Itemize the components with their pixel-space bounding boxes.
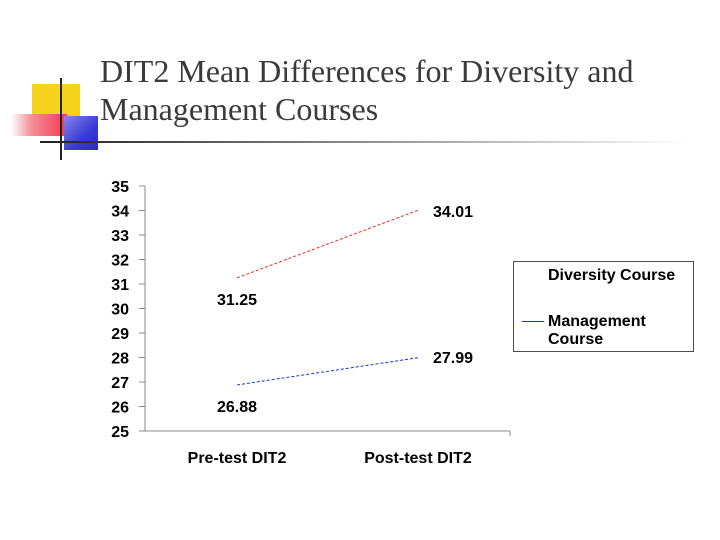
x-tick-label: Pre-test DIT2 xyxy=(188,450,287,467)
data-label: 26.88 xyxy=(217,399,257,416)
deco-blue-square xyxy=(64,116,98,150)
y-tick-label: 27 xyxy=(111,375,129,392)
y-tick-label: 32 xyxy=(111,253,129,270)
y-tick-label: 30 xyxy=(111,302,129,319)
deco-red-bar xyxy=(11,114,67,136)
y-tick-label: 31 xyxy=(111,277,129,294)
legend-item-diversity-course: Diversity Course xyxy=(514,266,693,306)
data-label: 27.99 xyxy=(433,350,473,367)
slide-title: DIT2 Mean Differences for Diversity and … xyxy=(100,53,634,127)
y-tick-label: 26 xyxy=(111,400,129,417)
title-underline xyxy=(40,141,690,143)
y-axis-ticks: 25 26 27 28 29 30 31 32 33 34 35 xyxy=(111,179,511,441)
y-tick-label: 34 xyxy=(111,204,129,221)
legend-swatch-management xyxy=(522,321,544,322)
legend-label-diversity: Diversity Course xyxy=(548,267,676,284)
data-labels: 31.25 34.01 26.88 27.99 xyxy=(217,204,473,416)
data-label: 34.01 xyxy=(433,204,473,221)
y-tick-label: 35 xyxy=(111,179,129,196)
chart-legend: Diversity Course Management Course xyxy=(513,261,694,352)
series-lines xyxy=(236,209,419,386)
data-label: 31.25 xyxy=(217,292,257,309)
y-tick-label: 28 xyxy=(111,351,129,368)
x-axis-labels: Pre-test DIT2 Post-test DIT2 xyxy=(188,450,472,467)
legend-label-management: Management Course xyxy=(548,313,646,348)
x-tick-label: Post-test DIT2 xyxy=(364,450,472,467)
y-tick-label: 33 xyxy=(111,228,129,245)
series-line-management xyxy=(236,357,419,386)
y-tick-label: 29 xyxy=(111,326,129,343)
legend-item-management-course: Management Course xyxy=(514,312,693,352)
deco-vertical-line xyxy=(60,78,62,160)
y-tick-label: 25 xyxy=(111,424,129,441)
series-line-diversity xyxy=(236,209,419,279)
